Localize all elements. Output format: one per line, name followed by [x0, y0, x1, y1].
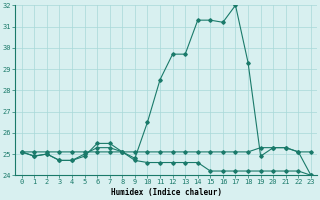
X-axis label: Humidex (Indice chaleur): Humidex (Indice chaleur) [111, 188, 222, 197]
